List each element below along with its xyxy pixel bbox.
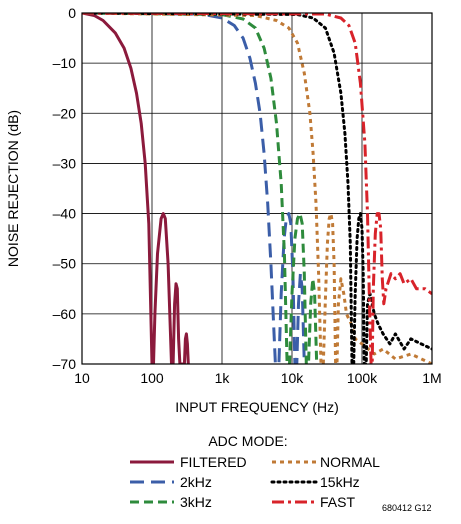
grid (81, 12, 433, 365)
figure-code: 680412 G12 (382, 503, 432, 513)
legend-label-15khz: 15kHz (320, 474, 360, 490)
x-axis-title: INPUT FREQUENCY (Hz) (175, 399, 339, 415)
x-tick-label: 10k (281, 370, 305, 386)
series-layer (82, 13, 432, 364)
x-tick-label: 10 (74, 370, 90, 386)
series-line-filtered (82, 13, 190, 364)
legend-label-3khz: 3kHz (180, 494, 212, 510)
y-axis-title: NOISE REJECTION (dB) (5, 110, 21, 267)
legend-label-filtered: FILTERED (180, 454, 247, 470)
series-line-15khz (82, 13, 432, 364)
legend-label-2khz: 2kHz (180, 474, 212, 490)
y-tick-label: –10 (53, 55, 77, 71)
x-tick-label: 100k (347, 370, 378, 386)
plot-frame (81, 12, 433, 365)
x-tick-label: 1M (422, 370, 441, 386)
y-tick-label: 0 (68, 5, 76, 21)
series-line-normal (82, 13, 432, 364)
legend-label-fast: FAST (320, 494, 355, 510)
y-tick-label: –20 (53, 105, 77, 121)
y-tick-label: –30 (53, 155, 77, 171)
y-tick-label: –60 (53, 306, 77, 322)
y-tick-label: –40 (53, 206, 77, 222)
y-tick-label: –50 (53, 256, 77, 272)
tick-labels: 10 100 1k 10k 100k 1M 0 –10 –20 –30 –40 –50 –60 –70 (53, 5, 442, 386)
series-line-fast (82, 13, 432, 364)
series-line-2khz (82, 13, 306, 364)
x-tick-label: 1k (215, 370, 231, 386)
legend-label-normal: NORMAL (320, 454, 380, 470)
legend-title: ADC MODE: (208, 433, 287, 449)
legend: FILTERED 2kHz 3kHz NORMAL 15kHz FAST (130, 454, 380, 510)
y-tick-label: –70 (53, 356, 77, 372)
x-tick-label: 100 (140, 370, 164, 386)
series-line-3khz (82, 13, 319, 364)
